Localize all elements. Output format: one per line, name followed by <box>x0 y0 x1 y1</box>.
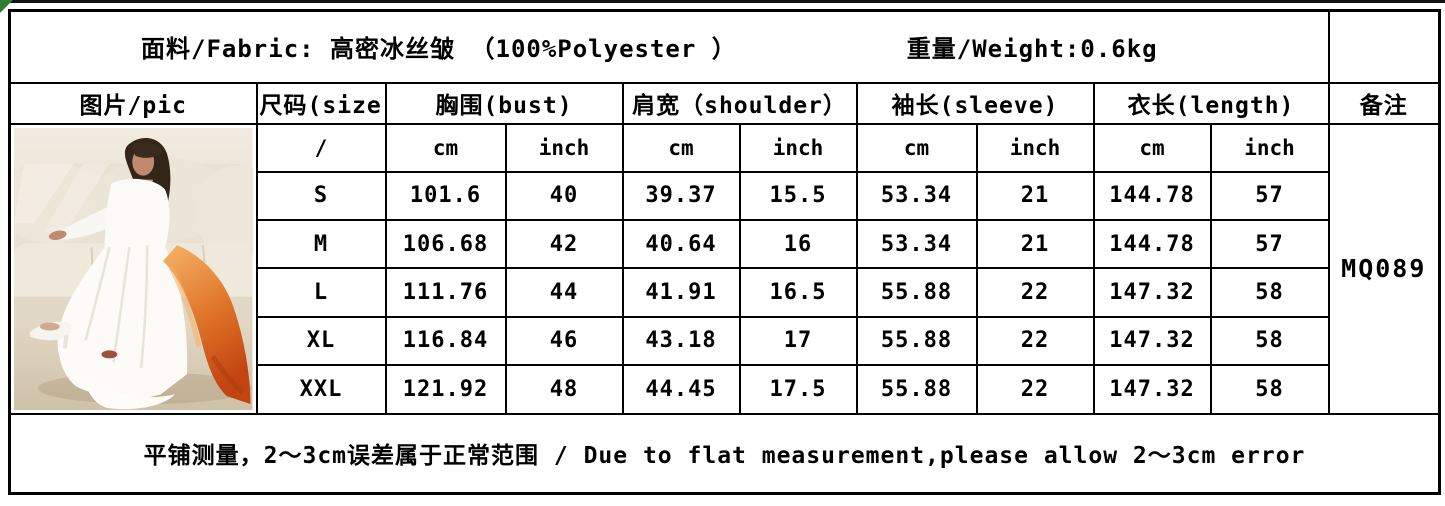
top-row-sliver <box>0 0 1445 3</box>
product-photo <box>8 122 258 415</box>
bust-cm: 101.6 <box>384 170 507 222</box>
size-label: L <box>255 267 387 318</box>
shoulder-inch: 16.5 <box>738 267 858 318</box>
length-cm: 144.78 <box>1092 219 1212 270</box>
length-cm: 147.32 <box>1092 315 1212 367</box>
shoulder-cm: 39.37 <box>621 170 741 222</box>
bust-inch: 40 <box>504 170 624 222</box>
units-length-cm: cm <box>1092 122 1212 173</box>
meta-row: 面料/Fabric: 高密冰丝皱 （100%Polyester ） 重量/Wei… <box>8 9 1441 84</box>
size-row-xl: XL 116.84 46 43.18 17 55.88 22 147.32 58 <box>10 315 1440 367</box>
bust-cm: 121.92 <box>384 364 507 415</box>
col-header-length: 衣长(length) <box>1092 81 1330 125</box>
units-shoulder-cm: cm <box>621 122 741 173</box>
bust-inch: 48 <box>504 364 624 415</box>
col-header-size: 尺码(size) <box>255 81 387 125</box>
sleeve-inch: 22 <box>975 315 1095 367</box>
header-row: 图片/pic 尺码(size) 胸围(bust) 肩宽（shoulder） 袖长… <box>8 81 1441 125</box>
size-row-m: M 106.68 42 40.64 16 53.34 21 144.78 57 <box>10 219 1440 270</box>
length-inch: 57 <box>1209 219 1330 270</box>
col-header-pic: 图片/pic <box>8 81 258 125</box>
shoulder-cm: 43.18 <box>621 315 741 367</box>
size-label: M <box>255 219 387 270</box>
units-shoulder-inch: inch <box>738 122 858 173</box>
fabric-weight-cell: 面料/Fabric: 高密冰丝皱 （100%Polyester ） 重量/Wei… <box>8 9 1330 84</box>
weight-label: 重量/Weight:0.6kg <box>906 35 1158 64</box>
sleeve-inch: 21 <box>975 219 1095 270</box>
size-row-xxl: XXL 121.92 48 44.45 17.5 55.88 22 147.32… <box>10 364 1440 415</box>
bust-inch: 46 <box>504 315 624 367</box>
length-inch: 58 <box>1209 364 1330 415</box>
shoulder-inch: 15.5 <box>738 170 858 222</box>
length-cm: 147.32 <box>1092 267 1212 318</box>
bust-cm: 116.84 <box>384 315 507 367</box>
units-bust-inch: inch <box>504 122 624 173</box>
bust-inch: 44 <box>504 267 624 318</box>
size-label: XL <box>255 315 387 367</box>
length-cm: 144.78 <box>1092 170 1212 222</box>
shoulder-cm: 41.91 <box>621 267 741 318</box>
units-sleeve-inch: inch <box>975 122 1095 173</box>
shoulder-inch: 17 <box>738 315 858 367</box>
col-header-sleeve: 袖长(sleeve) <box>855 81 1095 125</box>
shoulder-cm: 44.45 <box>621 364 741 415</box>
sleeve-inch: 21 <box>975 170 1095 222</box>
size-row-s: S 101.6 40 39.37 15.5 53.34 21 144.78 57 <box>10 170 1440 222</box>
units-length-inch: inch <box>1209 122 1330 173</box>
size-label: XXL <box>255 364 387 415</box>
sleeve-cm: 55.88 <box>855 364 978 415</box>
fabric-label: 面料/Fabric: 高密冰丝皱 （100%Polyester ） <box>141 35 737 64</box>
shoulder-inch: 17.5 <box>738 364 858 415</box>
sleeve-cm: 55.88 <box>855 267 978 318</box>
shoulder-cm: 40.64 <box>621 219 741 270</box>
remark-value: MQ089 <box>1327 122 1441 415</box>
length-inch: 58 <box>1209 315 1330 367</box>
length-inch: 57 <box>1209 170 1330 222</box>
sleeve-cm: 53.34 <box>855 219 978 270</box>
col-header-remark: 备注 <box>1327 81 1441 125</box>
sleeve-cm: 55.88 <box>855 315 978 367</box>
units-bust-cm: cm <box>384 122 507 173</box>
bust-cm: 111.76 <box>384 267 507 318</box>
size-label: S <box>255 170 387 222</box>
units-size-cell: / <box>255 122 387 173</box>
spreadsheet-corner-marker-icon <box>0 0 13 13</box>
length-inch: 58 <box>1209 267 1330 318</box>
meta-empty-cell <box>1327 9 1441 84</box>
note-row: 平铺测量，2～3cm误差属于正常范围 / Due to flat measure… <box>8 412 1441 495</box>
col-header-shoulder: 肩宽（shoulder） <box>621 81 858 125</box>
length-cm: 147.32 <box>1092 364 1212 415</box>
measurement-note: 平铺测量，2～3cm误差属于正常范围 / Due to flat measure… <box>8 412 1441 495</box>
shoulder-inch: 16 <box>738 219 858 270</box>
col-header-bust: 胸围(bust) <box>384 81 624 125</box>
product-photo-illustration <box>14 127 253 410</box>
units-sleeve-cm: cm <box>855 122 978 173</box>
sleeve-inch: 22 <box>975 267 1095 318</box>
size-row-l: L 111.76 44 41.91 16.5 55.88 22 147.32 5… <box>10 267 1440 318</box>
bust-inch: 42 <box>504 219 624 270</box>
units-row: / cm inch cm inch cm inch cm inch MQ089 <box>8 122 1441 415</box>
sleeve-inch: 22 <box>975 364 1095 415</box>
sleeve-cm: 53.34 <box>855 170 978 222</box>
bust-cm: 106.68 <box>384 219 507 270</box>
size-chart-table: 面料/Fabric: 高密冰丝皱 （100%Polyester ） 重量/Wei… <box>8 9 1442 495</box>
